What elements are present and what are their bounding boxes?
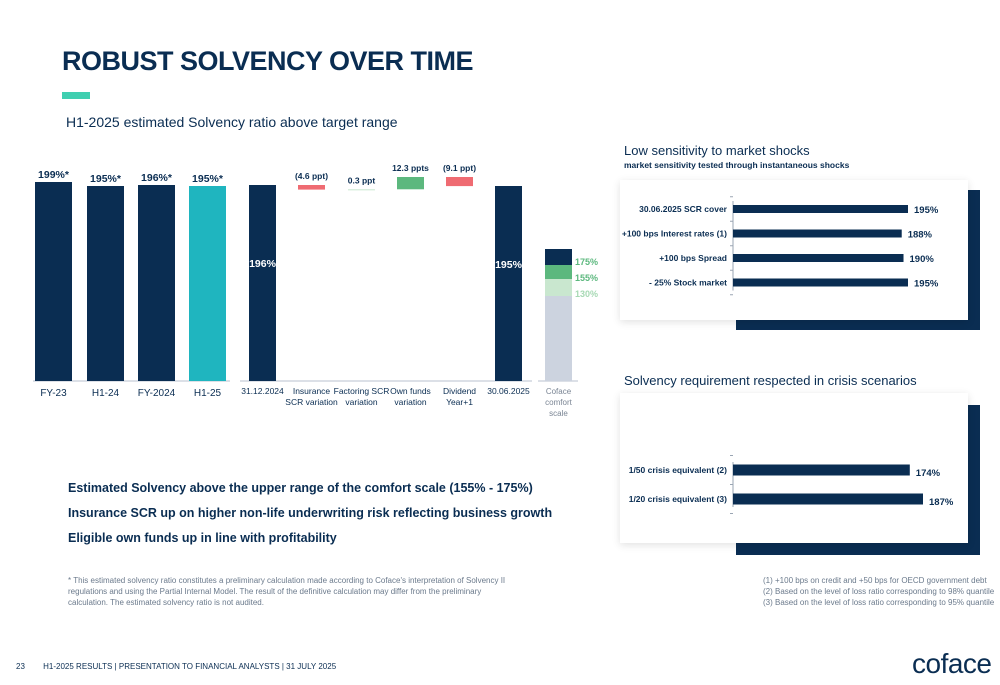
crisis-category-label: 1/50 crisis equivalent (2) (629, 465, 727, 475)
sensitivity-title: Low sensitivity to market shocks (624, 143, 810, 158)
footer: 23 H1-2025 RESULTS | PRESENTATION TO FIN… (16, 662, 336, 671)
key-messages: Estimated Solvency above the upper range… (68, 476, 552, 551)
sens-bar (733, 205, 908, 213)
wf-tick-label: 30.06.2025 (487, 386, 530, 396)
scale-tick-label: scale (549, 409, 568, 418)
hist-tick-label: FY-2024 (138, 388, 176, 399)
hist-bar (35, 182, 72, 381)
crisis-data-label: 174% (916, 468, 941, 479)
sens-data-label: 190% (910, 254, 935, 265)
scale-band (545, 279, 572, 296)
scale-threshold-label: 175% (575, 257, 598, 267)
scale-tick-label: Coface (546, 387, 572, 396)
wf-bar (495, 186, 522, 381)
crisis-category-label: 1/20 crisis equivalent (3) (629, 494, 727, 504)
footnote-3: (3) Based on the level of loss ratio cor… (763, 598, 995, 607)
hist-data-label: 196%* (141, 172, 173, 184)
footnote-1: (1) +100 bps on credit and +50 bps for O… (763, 576, 987, 585)
page-title: ROBUST SOLVENCY OVER TIME (62, 46, 474, 76)
sens-bar (733, 229, 902, 238)
wf-bar (446, 177, 473, 187)
wf-tick-label: Year+1 (446, 397, 473, 407)
hist-bar (87, 186, 124, 381)
sens-category-label: - 25% Stock market (649, 278, 727, 288)
wf-data-label: 195% (495, 259, 523, 271)
wf-tick-label: variation (394, 397, 426, 407)
crisis-bar (733, 493, 923, 505)
page-number: 23 (16, 662, 25, 671)
sens-data-label: 195% (914, 279, 939, 290)
title-accent-bar (62, 92, 90, 99)
wf-bar (348, 189, 375, 191)
wf-bar (298, 185, 325, 190)
wf-data-label: (4.6 ppt) (295, 171, 328, 181)
wf-tick-label: Own funds (390, 386, 431, 396)
scale-band (545, 296, 572, 381)
hist-data-label: 195%* (90, 173, 122, 185)
wf-tick-label: 31.12.2024 (241, 386, 284, 396)
page-subtitle: H1-2025 estimated Solvency ratio above t… (66, 114, 398, 130)
footnote-2: (2) Based on the level of loss ratio cor… (763, 587, 995, 596)
sens-category-label: +100 bps Interest rates (1) (622, 229, 727, 239)
wf-tick-label: Dividend (443, 386, 476, 396)
scale-band (545, 265, 572, 279)
bullet-1: Estimated Solvency above the upper range… (68, 481, 533, 495)
hist-bar (138, 185, 175, 381)
crisis-title: Solvency requirement respected in crisis… (624, 373, 917, 388)
hist-data-label: 195%* (192, 173, 224, 185)
wf-tick-label: Factoring SCR (334, 386, 390, 396)
hist-tick-label: H1-24 (92, 388, 120, 399)
sens-bar (733, 278, 908, 287)
historical-solvency-chart: 199%* FY-23 195%* H1-24 196%* FY-2024 195%* H1-… (33, 169, 230, 399)
bullet-2: Insurance SCR up on higher non-life unde… (68, 506, 553, 520)
comfort-scale-chart: 175% 155% 130% Coface comfort scale (538, 249, 598, 418)
wf-data-label: (9.1 ppt) (443, 163, 476, 173)
coface-logo: coface (912, 648, 992, 679)
sensitivity-subtitle: market sensitivity tested through instan… (624, 160, 850, 170)
wf-tick-label: Insurance (293, 386, 331, 396)
footer-text: H1-2025 RESULTS | PRESENTATION TO FINANC… (43, 662, 337, 671)
wf-bar (397, 177, 424, 190)
bullet-3: Eligible own funds up in line with profi… (68, 531, 337, 545)
wf-data-label: 0.3 ppt (348, 175, 376, 185)
scale-threshold-label: 130% (575, 289, 598, 299)
hist-bar (189, 186, 226, 381)
sensitivity-bar-chart: 30.06.2025 SCR cover 195% +100 bps Interes… (622, 196, 939, 296)
wf-tick-label: SCR variation (285, 397, 338, 407)
hist-tick-label: FY-23 (40, 388, 67, 399)
crisis-bar (733, 464, 910, 476)
footnote-estimate: * This estimated solvency ratio constitu… (68, 576, 506, 607)
sensitivity-card (620, 180, 968, 320)
sens-category-label: 30.06.2025 SCR cover (639, 204, 728, 214)
crisis-data-label: 187% (929, 497, 954, 508)
scale-threshold-label: 155% (575, 273, 598, 283)
scale-tick-label: comfort (545, 398, 572, 407)
wf-tick-label: variation (345, 397, 377, 407)
sens-category-label: +100 bps Spread (659, 253, 727, 263)
hist-tick-label: H1-25 (194, 388, 222, 399)
wf-data-label: 196% (249, 258, 277, 270)
wf-bar (249, 185, 276, 381)
wf-data-label: 12.3 ppts (392, 163, 429, 173)
footnotes-right: (1) +100 bps on credit and +50 bps for O… (763, 575, 994, 608)
sens-data-label: 188% (908, 230, 933, 241)
crisis-bar-chart: 1/50 crisis equivalent (2) 174% 1/20 crisi… (629, 455, 954, 514)
sens-bar (733, 254, 904, 262)
scale-band (545, 249, 572, 265)
hist-data-label: 199%* (38, 169, 70, 181)
sens-data-label: 195% (914, 205, 939, 216)
